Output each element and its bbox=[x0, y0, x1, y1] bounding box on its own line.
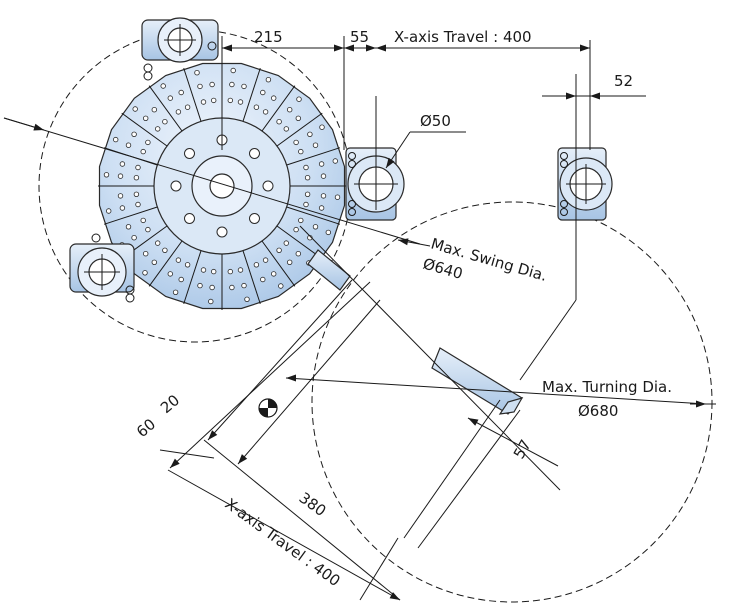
x-travel-top-label: X-axis Travel : 400 bbox=[394, 28, 532, 46]
dim-20: 20 bbox=[157, 391, 183, 417]
dim-57: 57 bbox=[510, 436, 535, 462]
boring-tool-lower bbox=[431, 347, 524, 415]
construction-lines bbox=[3, 36, 707, 601]
tool-holder-right bbox=[345, 147, 405, 221]
max-turning-value: Ø680 bbox=[578, 402, 618, 420]
turret-disc bbox=[98, 62, 346, 310]
dim-50: Ø50 bbox=[420, 112, 451, 130]
center-of-gravity-icon bbox=[258, 398, 278, 418]
dim-55: 55 bbox=[350, 28, 369, 46]
dim-60: 60 bbox=[133, 415, 159, 441]
max-turning-label: Max. Turning Dia. bbox=[542, 378, 672, 396]
dim-215: 215 bbox=[254, 28, 283, 46]
tool-holder-travelled bbox=[557, 147, 613, 221]
boring-tool-upper bbox=[307, 249, 351, 291]
dim-380: 380 bbox=[296, 489, 330, 520]
tool-holder-left bbox=[69, 233, 135, 303]
dimension-arrows bbox=[33, 44, 706, 600]
tool-holder-top bbox=[141, 17, 219, 81]
max-turning-circle bbox=[311, 201, 713, 603]
dim-52: 52 bbox=[614, 72, 633, 90]
